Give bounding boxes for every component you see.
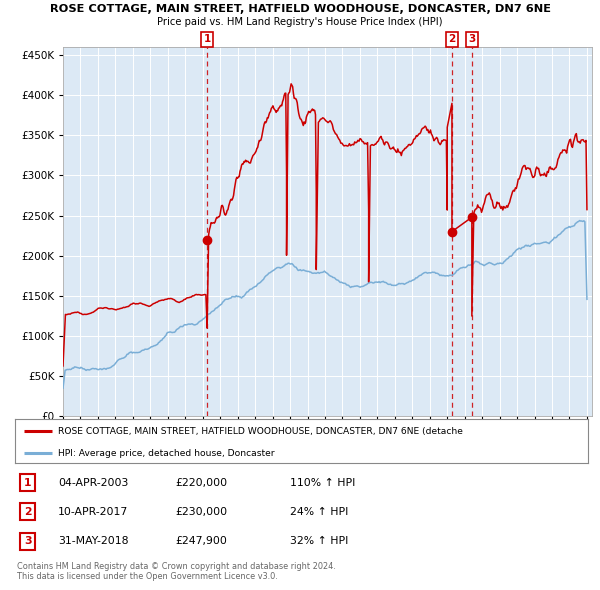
- Text: 1: 1: [203, 34, 211, 44]
- Text: HPI: Average price, detached house, Doncaster: HPI: Average price, detached house, Donc…: [58, 449, 275, 458]
- Text: Price paid vs. HM Land Registry's House Price Index (HPI): Price paid vs. HM Land Registry's House …: [157, 17, 443, 27]
- Text: 32% ↑ HPI: 32% ↑ HPI: [290, 536, 349, 546]
- Text: ROSE COTTAGE, MAIN STREET, HATFIELD WOODHOUSE, DONCASTER, DN7 6NE: ROSE COTTAGE, MAIN STREET, HATFIELD WOOD…: [49, 4, 551, 14]
- Text: Contains HM Land Registry data © Crown copyright and database right 2024.: Contains HM Land Registry data © Crown c…: [17, 562, 335, 571]
- Text: £247,900: £247,900: [175, 536, 227, 546]
- Text: 31-MAY-2018: 31-MAY-2018: [58, 536, 128, 546]
- Text: 2: 2: [24, 507, 31, 517]
- Text: 3: 3: [24, 536, 31, 546]
- Text: £220,000: £220,000: [175, 477, 227, 487]
- Text: 04-APR-2003: 04-APR-2003: [58, 477, 128, 487]
- Text: ROSE COTTAGE, MAIN STREET, HATFIELD WOODHOUSE, DONCASTER, DN7 6NE (detache: ROSE COTTAGE, MAIN STREET, HATFIELD WOOD…: [58, 427, 463, 436]
- Text: 110% ↑ HPI: 110% ↑ HPI: [290, 477, 355, 487]
- Text: 24% ↑ HPI: 24% ↑ HPI: [290, 507, 349, 517]
- Text: 2: 2: [448, 34, 455, 44]
- Text: This data is licensed under the Open Government Licence v3.0.: This data is licensed under the Open Gov…: [17, 572, 278, 581]
- Text: £230,000: £230,000: [175, 507, 227, 517]
- Text: 3: 3: [468, 34, 475, 44]
- Text: 10-APR-2017: 10-APR-2017: [58, 507, 128, 517]
- Text: 1: 1: [24, 477, 31, 487]
